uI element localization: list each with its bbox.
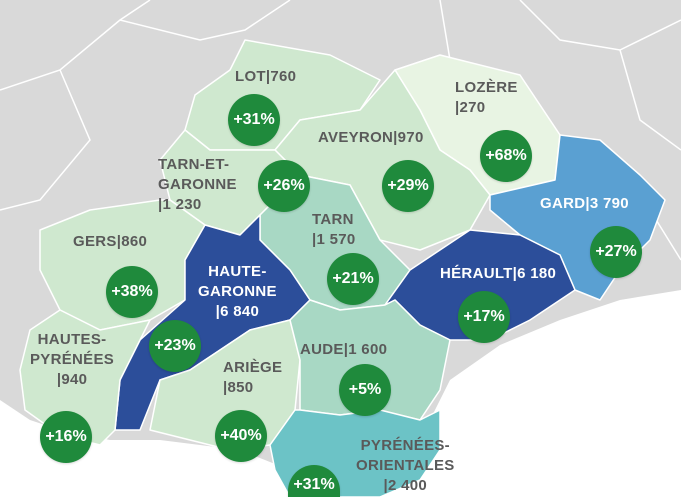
label-herault: HÉRAULT|6 180 [440, 264, 556, 284]
badge-hautes-pyrenees: +16% [40, 411, 92, 463]
label-pyrenees-orientales-line-1: PYRÉNÉES- [360, 437, 450, 454]
label-aveyron: AVEYRON|970 [318, 128, 424, 148]
badge-aude: +5% [339, 364, 391, 416]
label-lot-line-1: LOT|760 [235, 68, 297, 85]
badge-herault: +17% [458, 291, 510, 343]
label-gers: GERS|860 [73, 232, 147, 252]
label-ariege-line-1: ARIÈGE [223, 359, 283, 376]
badge-lot: +31% [228, 94, 280, 146]
label-lot: LOT|760 [235, 67, 296, 87]
badge-lozere: +68% [480, 130, 532, 182]
badge-haute-garonne: +23% [149, 320, 201, 372]
region-hautes-pyrenees [19, 309, 151, 446]
label-haute-garonne-line-2: GARONNE [198, 283, 277, 300]
label-herault-line-1: HÉRAULT|6 180 [440, 265, 557, 282]
badge-gers: +38% [106, 266, 158, 318]
badge-tarn-et-garonne: +26% [258, 160, 310, 212]
label-aveyron-line-1: AVEYRON|970 [318, 129, 424, 146]
label-gers-line-1: GERS|860 [73, 233, 148, 250]
label-lozere: LOZÈRE |270 [455, 78, 518, 118]
label-hautes-pyrenees-line-3: |940 [56, 371, 88, 388]
label-tarn-line-2: |1 570 [312, 231, 356, 248]
label-ariege-line-2: |850 [223, 379, 254, 396]
label-tarn: TARN |1 570 [312, 210, 356, 250]
label-hautes-pyrenees-line-2: PYRÉNÉES [30, 351, 115, 368]
label-lozere-line-1: LOZÈRE [455, 79, 518, 96]
label-lozere-line-2: |270 [455, 99, 486, 116]
badge-aveyron: +29% [382, 160, 434, 212]
label-haute-garonne: HAUTE- GARONNE |6 840 [198, 262, 277, 322]
label-haute-garonne-line-3: |6 840 [215, 303, 260, 320]
label-aude: AUDE|1 600 [300, 340, 387, 360]
label-haute-garonne-line-1: HAUTE- [208, 263, 267, 280]
badge-tarn: +21% [327, 253, 379, 305]
badge-ariege: +40% [215, 410, 267, 462]
sea-east [380, 290, 681, 497]
label-gard: GARD|3 790 [540, 194, 629, 214]
label-pyrenees-orientales: PYRÉNÉES- ORIENTALES |2 400 [356, 436, 455, 496]
label-hautes-pyrenees: HAUTES- PYRÉNÉES |940 [30, 330, 114, 390]
label-tarn-et-garonne-line-1: TARN-ET- [158, 156, 230, 173]
label-aude-line-1: AUDE|1 600 [300, 341, 388, 358]
label-tarn-et-garonne-line-2: GARONNE [158, 176, 237, 193]
label-tarn-et-garonne-line-3: |1 230 [158, 196, 202, 213]
label-ariege: ARIÈGE |850 [223, 358, 282, 398]
label-pyrenees-orientales-line-2: ORIENTALES [356, 457, 455, 474]
label-tarn-et-garonne: TARN-ET- GARONNE |1 230 [158, 155, 237, 215]
label-tarn-line-1: TARN [312, 211, 354, 228]
region-ariege [149, 319, 301, 451]
badge-gard: +27% [590, 226, 642, 278]
label-hautes-pyrenees-line-1: HAUTES- [37, 331, 107, 348]
label-gard-line-1: GARD|3 790 [540, 195, 629, 212]
label-pyrenees-orientales-line-3: |2 400 [383, 477, 428, 494]
